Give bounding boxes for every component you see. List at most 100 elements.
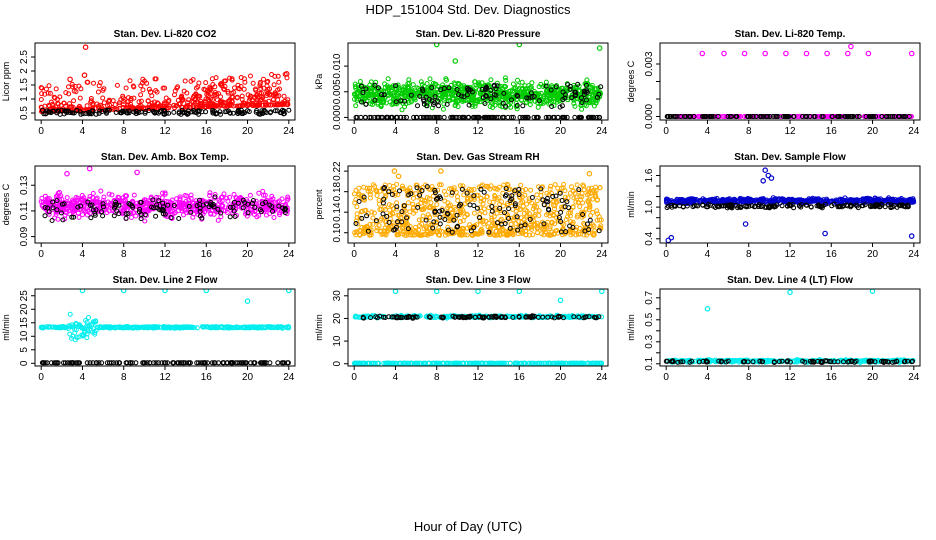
data-point — [575, 231, 581, 237]
data-point — [240, 110, 246, 115]
data-point — [354, 215, 360, 221]
data-point — [552, 182, 558, 188]
data-point — [424, 81, 430, 87]
data-point — [245, 103, 250, 108]
data-point — [131, 192, 137, 198]
data-point — [242, 79, 248, 85]
data-point — [371, 210, 377, 216]
data-point — [429, 85, 435, 91]
data-point — [241, 86, 247, 92]
data-point — [384, 214, 390, 219]
data-point — [510, 114, 516, 120]
outlier-point — [86, 166, 93, 172]
data-point — [873, 114, 878, 119]
data-point — [464, 188, 470, 194]
data-point — [394, 91, 400, 97]
data-point — [549, 220, 555, 226]
data-point — [562, 95, 568, 101]
data-point — [84, 323, 90, 329]
data-point — [438, 182, 444, 188]
data-point — [248, 73, 253, 79]
data-point — [423, 217, 429, 223]
data-point — [188, 192, 194, 198]
data-point — [553, 193, 559, 199]
data-point — [394, 200, 400, 206]
data-point — [174, 85, 180, 91]
outlier-point — [721, 50, 727, 57]
data-point — [586, 114, 592, 120]
data-point — [47, 109, 53, 115]
data-point — [553, 92, 559, 98]
data-point — [43, 199, 49, 205]
data-point — [260, 95, 266, 101]
data-point — [524, 89, 530, 95]
data-point — [669, 198, 674, 204]
x-tick-label: 0 — [38, 126, 44, 137]
data-point — [903, 114, 908, 119]
data-point — [142, 218, 148, 224]
data-point — [802, 114, 808, 119]
panel-3: Stan. Dev. Li-820 Temp.degrees C0 4 8 12 16 2… — [626, 29, 921, 137]
data-point — [526, 83, 532, 89]
outlier-point — [668, 234, 675, 241]
data-point — [552, 206, 557, 212]
data-point — [411, 114, 417, 120]
data-point — [162, 211, 168, 217]
data-point — [434, 202, 440, 208]
data-point — [168, 215, 174, 221]
data-point — [427, 204, 433, 209]
data-point — [199, 215, 205, 221]
data-point — [90, 106, 95, 111]
data-point — [133, 213, 139, 219]
outlier-point — [433, 43, 440, 48]
data-point — [588, 84, 594, 90]
y-tick-label: 0.010 — [332, 53, 343, 78]
data-point — [239, 93, 245, 99]
data-point — [193, 110, 199, 116]
data-point — [38, 199, 44, 205]
data-point — [535, 230, 540, 236]
data-point — [453, 92, 459, 98]
data-point — [863, 114, 869, 119]
data-point — [565, 195, 571, 201]
data-point — [572, 114, 578, 120]
data-point — [477, 83, 483, 89]
data-point — [442, 198, 448, 204]
data-point — [92, 212, 98, 218]
data-point — [136, 99, 142, 105]
data-point — [664, 198, 670, 204]
data-point — [272, 91, 278, 97]
data-point — [572, 89, 578, 95]
data-point — [762, 204, 768, 210]
data-point — [597, 217, 602, 223]
data-point — [263, 205, 269, 211]
data-point — [508, 221, 514, 227]
data-point — [140, 87, 146, 93]
data-point — [203, 104, 209, 110]
data-point — [146, 108, 152, 114]
data-point — [85, 199, 91, 205]
data-point — [549, 191, 555, 196]
data-point — [38, 97, 44, 102]
data-point — [427, 76, 433, 82]
data-point — [579, 114, 584, 120]
data-point — [442, 217, 448, 222]
data-point — [456, 232, 462, 238]
data-point — [471, 195, 477, 201]
data-point — [261, 85, 267, 91]
data-point — [509, 193, 515, 199]
outlier-point — [844, 50, 851, 57]
data-point — [684, 203, 690, 209]
data-point — [131, 95, 137, 101]
data-point — [548, 183, 554, 189]
data-point — [232, 85, 237, 91]
data-point — [460, 114, 465, 120]
data-point — [582, 89, 588, 95]
data-point — [138, 106, 144, 112]
data-point — [80, 111, 86, 117]
outlier-point — [596, 45, 603, 51]
data-point — [389, 192, 395, 197]
data-point — [437, 221, 443, 227]
data-point — [489, 114, 495, 120]
